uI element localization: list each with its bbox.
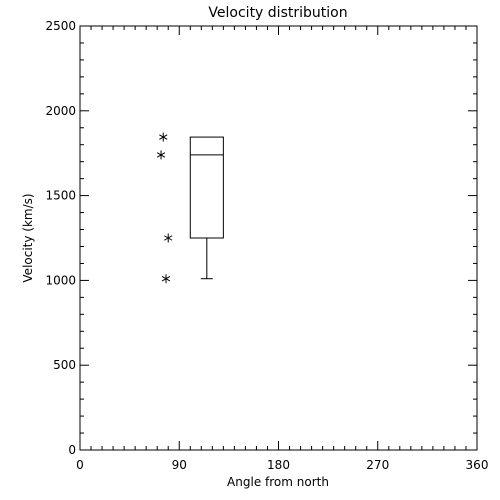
y-tick-label: 500 <box>53 358 76 372</box>
chart-title: Velocity distribution <box>208 5 347 21</box>
x-tick-label: 270 <box>366 458 389 472</box>
x-tick-label: 0 <box>76 458 84 472</box>
x-axis-label: Angle from north <box>227 475 329 489</box>
star-stroke <box>161 276 171 282</box>
x-tick-label: 90 <box>172 458 187 472</box>
x-tick-label: 180 <box>267 458 290 472</box>
star-stroke <box>156 152 166 158</box>
outlier-point <box>161 274 171 284</box>
y-tick-label: 1500 <box>45 189 76 203</box>
y-tick-label: 0 <box>68 443 76 457</box>
star-stroke <box>159 134 168 140</box>
y-tick-label: 2500 <box>45 19 76 33</box>
y-axis-label: Velocity (km/s) <box>21 193 35 282</box>
outlier-point <box>159 132 168 142</box>
y-tick-label: 1000 <box>45 273 76 287</box>
x-tick-label: 360 <box>466 458 489 472</box>
y-tick-label: 2000 <box>45 104 76 118</box>
star-stroke <box>164 235 173 241</box>
outlier-point <box>164 233 173 243</box>
outlier-point <box>156 150 166 160</box>
